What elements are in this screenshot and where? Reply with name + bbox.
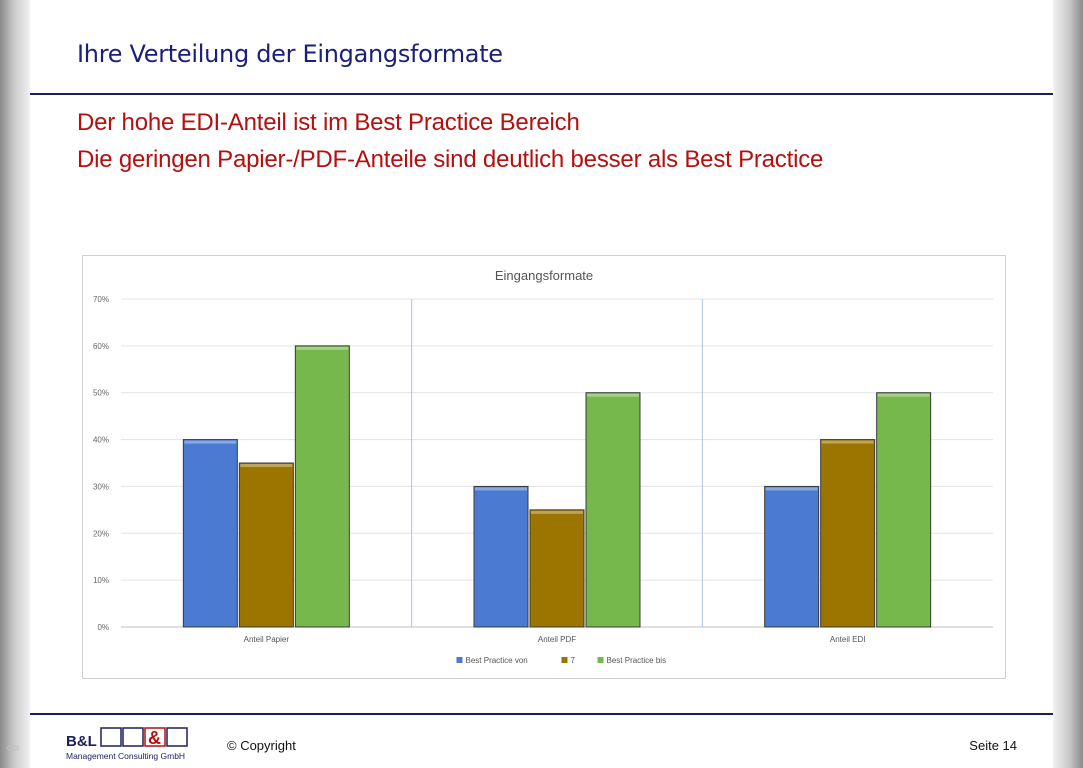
company-logo: B&L & Management Consulting GmbH [66,722,206,764]
y-tick-label: 60% [93,342,109,351]
subtitle-line-2: Die geringen Papier-/PDF-Anteile sind de… [77,146,824,173]
right-shadow [1053,0,1083,768]
bar [529,509,585,628]
y-tick-label: 30% [93,482,109,491]
svg-text:&: & [148,728,161,748]
y-tick-label: 50% [93,389,109,398]
legend-label: 7 [571,656,576,665]
bar-chart: Eingangsformate 0%10%20%30%40%50%60%70% … [93,268,993,665]
chart-title: Eingangsformate [495,268,593,283]
slide-title: Ihre Verteilung der Eingangsformate [77,40,503,68]
chart-frame: Eingangsformate 0% 10% 20% 30% 40% 50% 60% 70% … [82,255,1006,679]
bar-highlight [765,487,818,491]
y-tick-label: 20% [93,529,109,538]
logo-subtext: Management Consulting GmbH [66,751,185,761]
bar-highlight [184,440,237,444]
page-number: Seite 14 [969,738,1017,753]
bar-highlight [531,510,583,514]
subtitle-line-1: Der hohe EDI-Anteil ist im Best Practice… [77,109,580,136]
bar [238,462,294,628]
bar-highlight [587,393,639,397]
legend-label: Best Practice von [466,656,528,665]
y-tick-label: 0% [97,623,109,632]
title-divider [30,93,1053,95]
logo-text: B&L [66,733,97,750]
bar-highlight [475,487,527,491]
category-label: Anteil PDF [538,635,576,644]
category-label: Anteil Papier [244,635,290,644]
footer-divider [30,713,1053,715]
bar-highlight [877,393,930,397]
bar [294,345,350,628]
bar [473,485,529,628]
bar-highlight [296,346,349,350]
legend-swatch [456,657,463,663]
bar [585,392,641,628]
bar [820,439,876,628]
legend-label: Best Practice bis [607,656,667,665]
legend-swatch [561,657,568,663]
y-tick-label: 10% [93,576,109,585]
bar-highlight [821,440,874,444]
y-tick-label: 70% [93,295,109,304]
category-label: Anteil EDI [830,635,866,644]
bar-highlight [240,464,293,467]
back-arrow-icon[interactable]: ⇦ [6,740,20,757]
copyright-text: © Copyright [227,738,296,753]
bar [182,439,238,628]
slide: Ihre Verteilung der Eingangsformate Der … [30,0,1053,768]
bar [876,392,932,628]
legend-swatch [597,657,604,663]
bar [764,485,820,628]
y-tick-label: 40% [93,436,109,445]
